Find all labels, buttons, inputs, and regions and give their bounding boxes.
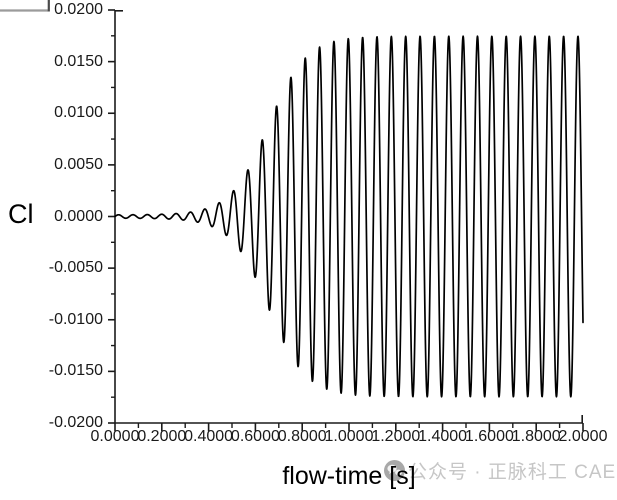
y-axis-title: Cl	[8, 199, 34, 229]
x-tick-label: 1.0000	[324, 428, 374, 445]
y-tick-label: -0.0050	[48, 259, 103, 277]
y-tick-label: 0.0050	[54, 155, 103, 173]
watermark-text: 公众号 · 正脉科工 CAE	[408, 462, 617, 483]
x-tick-label: 0.6000	[230, 428, 280, 445]
x-tick-label: 2.0000	[558, 428, 608, 445]
y-tick-label: 0.0200	[54, 1, 103, 18]
x-tick-label: 1.8000	[511, 428, 561, 445]
wechat-badge-icon	[384, 460, 405, 481]
x-tick-label: 1.2000	[371, 428, 421, 445]
x-tick-label: 0.2000	[137, 428, 187, 445]
x-tick-label: 1.6000	[464, 428, 514, 445]
cl-curve	[114, 35, 584, 398]
y-tick-label: -0.0200	[48, 414, 103, 431]
x-tick-label: 0.0000	[90, 428, 140, 445]
watermark: 公众号 · 正脉科工 CAE	[383, 457, 616, 484]
x-tick-label: 0.8000	[277, 428, 327, 445]
x-tick-label: 1.4000	[418, 428, 468, 445]
y-tick-label: -0.0150	[48, 362, 103, 380]
y-tick-label: -0.0100	[48, 310, 103, 328]
y-tick-label: 0.0150	[54, 52, 103, 70]
x-axis-title: flow-time [s]	[282, 462, 416, 490]
x-tick-label: 0.4000	[184, 428, 234, 445]
y-tick-label: 0.0000	[54, 207, 103, 225]
y-tick-label: 0.0100	[54, 104, 103, 122]
